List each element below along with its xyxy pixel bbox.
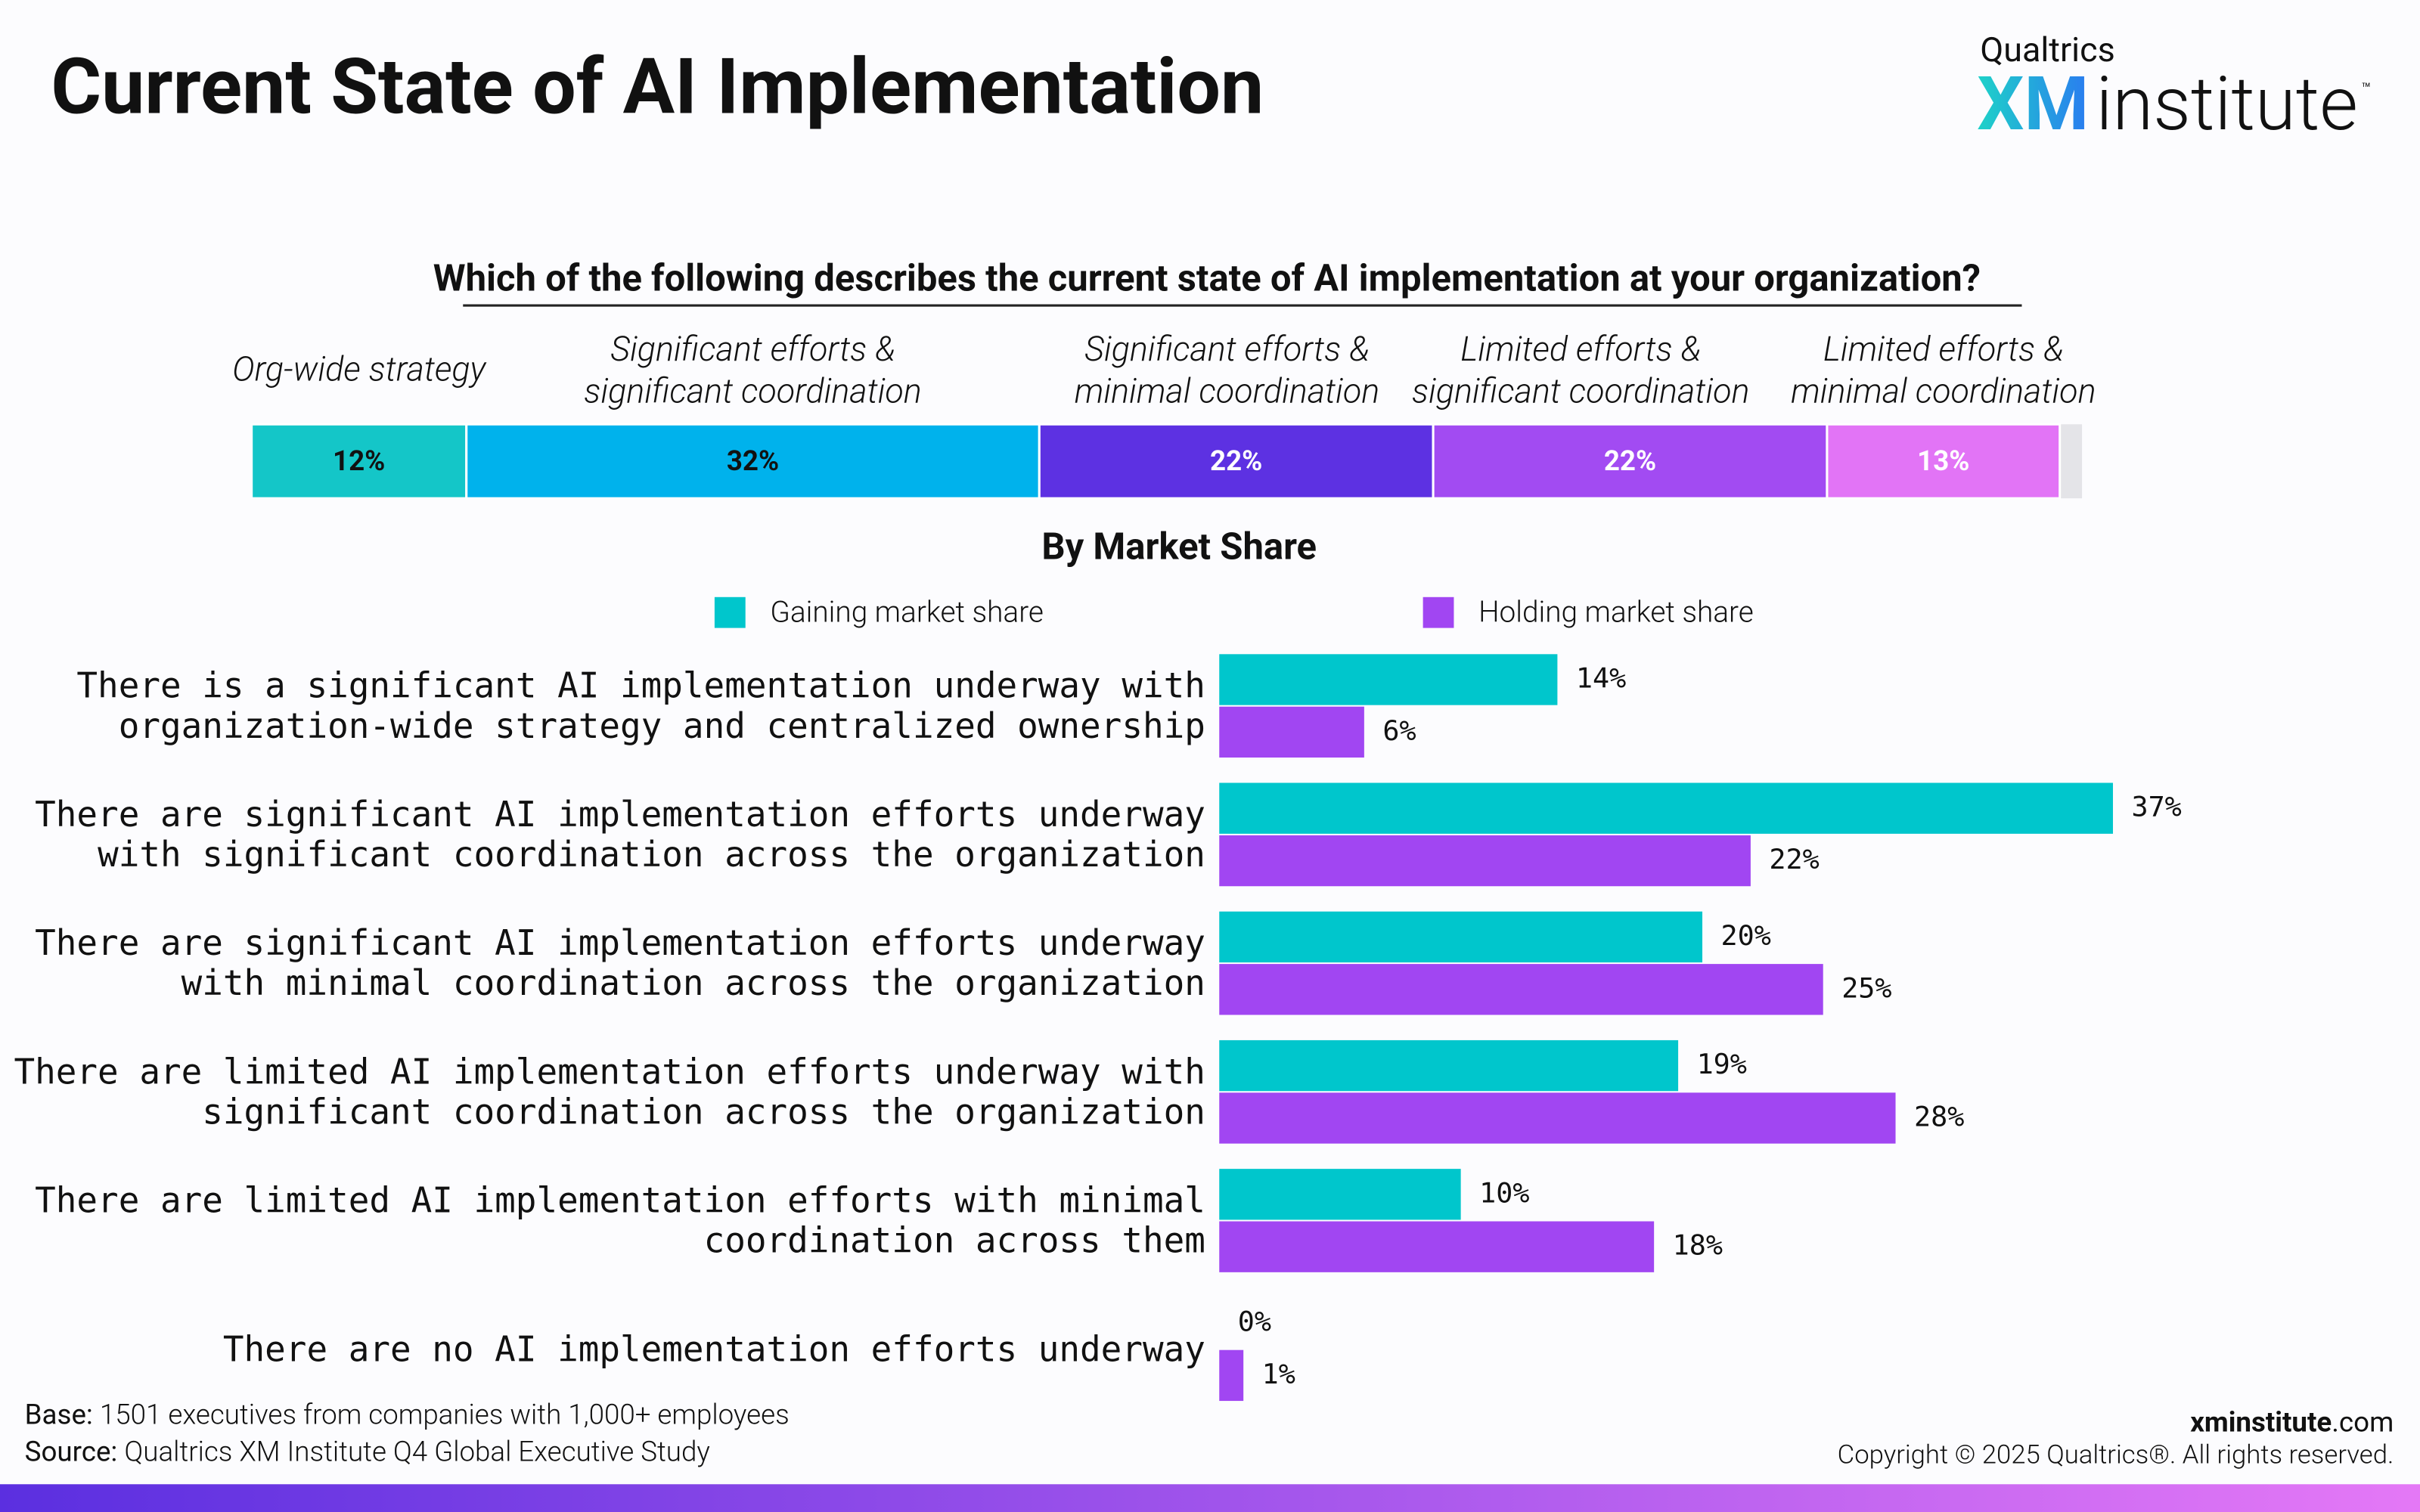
category-label: There are no AI implementation efforts u… bbox=[223, 1328, 1205, 1369]
site: xminstitute.com bbox=[2190, 1405, 2394, 1438]
sub-title: By Market Share bbox=[1041, 525, 1317, 568]
legend-label: Gaining market share bbox=[770, 595, 1044, 629]
bar bbox=[1219, 1040, 1679, 1092]
bar bbox=[1219, 654, 1558, 705]
value-label: 0% bbox=[1238, 1306, 1271, 1338]
bottom-band bbox=[0, 1484, 2420, 1512]
value-label: 6% bbox=[1382, 714, 1416, 747]
segment-category: Significant efforts & bbox=[610, 329, 895, 369]
bar bbox=[1219, 1221, 1655, 1272]
bar bbox=[1219, 706, 1364, 758]
category-label: There are significant AI implementation … bbox=[35, 922, 1205, 963]
base-note: Base: 1501 executives from companies wit… bbox=[25, 1398, 790, 1430]
bar bbox=[1219, 782, 2113, 834]
logo-tm: ™ bbox=[2361, 79, 2371, 98]
segment-category: Significant efforts & bbox=[1084, 329, 1370, 369]
copyright: Copyright © 2025 Qualtrics®. All rights … bbox=[1838, 1440, 2394, 1470]
segment bbox=[465, 423, 1041, 500]
value-label: 14% bbox=[1576, 662, 1626, 694]
category-label: There are limited AI implementation effo… bbox=[14, 1051, 1205, 1092]
bar bbox=[1219, 911, 1703, 963]
segment-label: 22% bbox=[1210, 445, 1262, 477]
value-label: 22% bbox=[1769, 843, 1819, 875]
segment-label: 12% bbox=[333, 445, 385, 477]
bar bbox=[1219, 964, 1823, 1015]
segment-label: 32% bbox=[727, 445, 779, 477]
value-label: 28% bbox=[1914, 1100, 1964, 1132]
logo-institute: institute bbox=[2096, 60, 2357, 147]
category-label: with minimal coordination across the org… bbox=[182, 962, 1205, 1003]
logo-top: Qualtrics bbox=[1980, 29, 2114, 70]
category-label: There are limited AI implementation effo… bbox=[35, 1180, 1205, 1221]
category-label: organization-wide strategy and centraliz… bbox=[119, 705, 1205, 746]
segment-label: 22% bbox=[1604, 445, 1656, 477]
segment-category: Limited efforts & bbox=[1823, 329, 2064, 369]
source-note: Source: Qualtrics XM Institute Q4 Global… bbox=[25, 1435, 710, 1467]
category-label: significant coordination across the orga… bbox=[202, 1091, 1205, 1132]
value-label: 20% bbox=[1721, 919, 1771, 952]
segment-category: minimal coordination bbox=[1791, 370, 2096, 411]
value-label: 10% bbox=[1479, 1176, 1529, 1209]
legend-label: Holding market share bbox=[1478, 595, 1754, 629]
bar bbox=[1219, 1169, 1461, 1220]
segment bbox=[1826, 423, 2062, 500]
category-label: coordination across them bbox=[704, 1220, 1205, 1261]
category-label: There are significant AI implementation … bbox=[35, 794, 1205, 835]
category-label: with significant coordination across the… bbox=[98, 834, 1205, 875]
segment-label: 13% bbox=[1917, 445, 1969, 477]
segment bbox=[250, 423, 468, 500]
value-label: 25% bbox=[1841, 971, 1891, 1004]
page-title: Current State of AI Implementation bbox=[51, 41, 1264, 132]
value-label: 1% bbox=[1262, 1358, 1295, 1390]
segment-category: minimal coordination bbox=[1075, 370, 1379, 411]
segment-category: significant coordination bbox=[584, 370, 921, 411]
segment bbox=[1432, 423, 1829, 500]
segment-category: Limited efforts & bbox=[1460, 329, 1701, 369]
legend-swatch bbox=[1423, 596, 1454, 628]
segment-category: significant coordination bbox=[1412, 370, 1749, 411]
value-label: 18% bbox=[1673, 1229, 1723, 1262]
legend-swatch bbox=[714, 596, 746, 628]
segment-category: Org-wide strategy bbox=[232, 349, 486, 389]
bar bbox=[1219, 1349, 1244, 1402]
question-title: Which of the following describes the cur… bbox=[433, 256, 1981, 299]
category-label: There is a significant AI implementation… bbox=[76, 665, 1205, 706]
bar bbox=[1219, 1092, 1896, 1144]
value-label: 37% bbox=[2131, 791, 2181, 823]
logo-xm: XM bbox=[1977, 60, 2089, 147]
segment bbox=[1038, 423, 1435, 500]
value-label: 19% bbox=[1697, 1048, 1747, 1080]
bar bbox=[1219, 835, 1751, 887]
